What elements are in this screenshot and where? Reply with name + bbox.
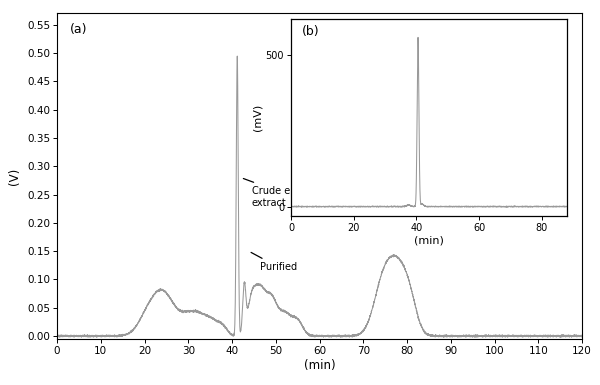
X-axis label: (min): (min) [414, 235, 444, 245]
Y-axis label: (V): (V) [8, 167, 22, 185]
X-axis label: (min): (min) [304, 358, 335, 372]
Text: Crude enzymatic
extract: Crude enzymatic extract [244, 179, 334, 208]
Text: (a): (a) [70, 23, 88, 36]
Text: (b): (b) [302, 25, 320, 38]
Text: Purified: Purified [251, 253, 298, 273]
Y-axis label: (mV): (mV) [253, 104, 263, 131]
